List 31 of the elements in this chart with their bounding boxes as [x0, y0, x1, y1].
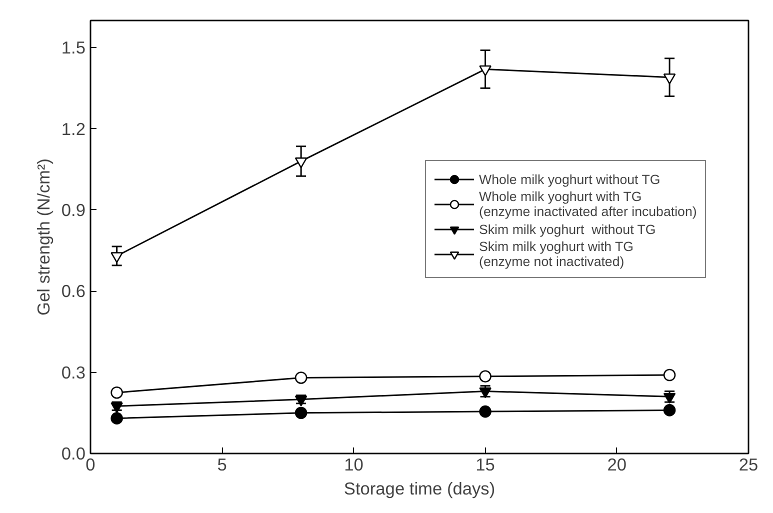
x-tick-label: 5: [217, 454, 227, 474]
point: [294, 372, 308, 384]
x-tick-label: 25: [738, 454, 758, 474]
y-axis-title: Gel strength (N/cm²): [33, 158, 54, 316]
point: [479, 405, 492, 418]
point: [294, 157, 308, 168]
y-tick-label: 1.5: [61, 38, 86, 58]
point: [479, 370, 492, 383]
point: [294, 406, 308, 420]
point: [110, 252, 123, 263]
point: [110, 412, 123, 424]
x-tick-label: 0: [86, 454, 96, 474]
x-tick-label: 15: [476, 454, 495, 474]
y-tick-label: 0.9: [61, 200, 86, 220]
legend-label: Skim milk yoghurt with TG (enzyme not inactivated): [479, 239, 634, 269]
point: [663, 74, 676, 84]
y-tick-label: 0.3: [61, 362, 86, 382]
x-axis-title: Storage time (days): [344, 478, 496, 498]
y-tick-label: 0.6: [61, 281, 86, 302]
x-tick-label: 20: [607, 454, 627, 474]
legend-label: Whole milk yoghurt with TG (enzyme inactivated after incubation): [479, 189, 697, 219]
legend-label: Whole milk yoghurt without TG: [479, 172, 660, 186]
y-tick-label: 0.0: [61, 444, 86, 464]
point: [479, 65, 492, 76]
point: [663, 404, 676, 416]
point: [110, 402, 123, 414]
y-tick-label: 1.2: [61, 118, 86, 139]
x-tick-label: 10: [344, 454, 364, 474]
legend-label: Skim milk yoghurt without TG: [479, 222, 656, 236]
point: [663, 368, 676, 382]
point: [110, 386, 123, 399]
